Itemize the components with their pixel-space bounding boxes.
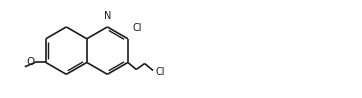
Text: Cl: Cl xyxy=(155,67,165,77)
Text: O: O xyxy=(26,57,34,67)
Text: N: N xyxy=(104,11,111,21)
Text: Cl: Cl xyxy=(132,23,142,33)
